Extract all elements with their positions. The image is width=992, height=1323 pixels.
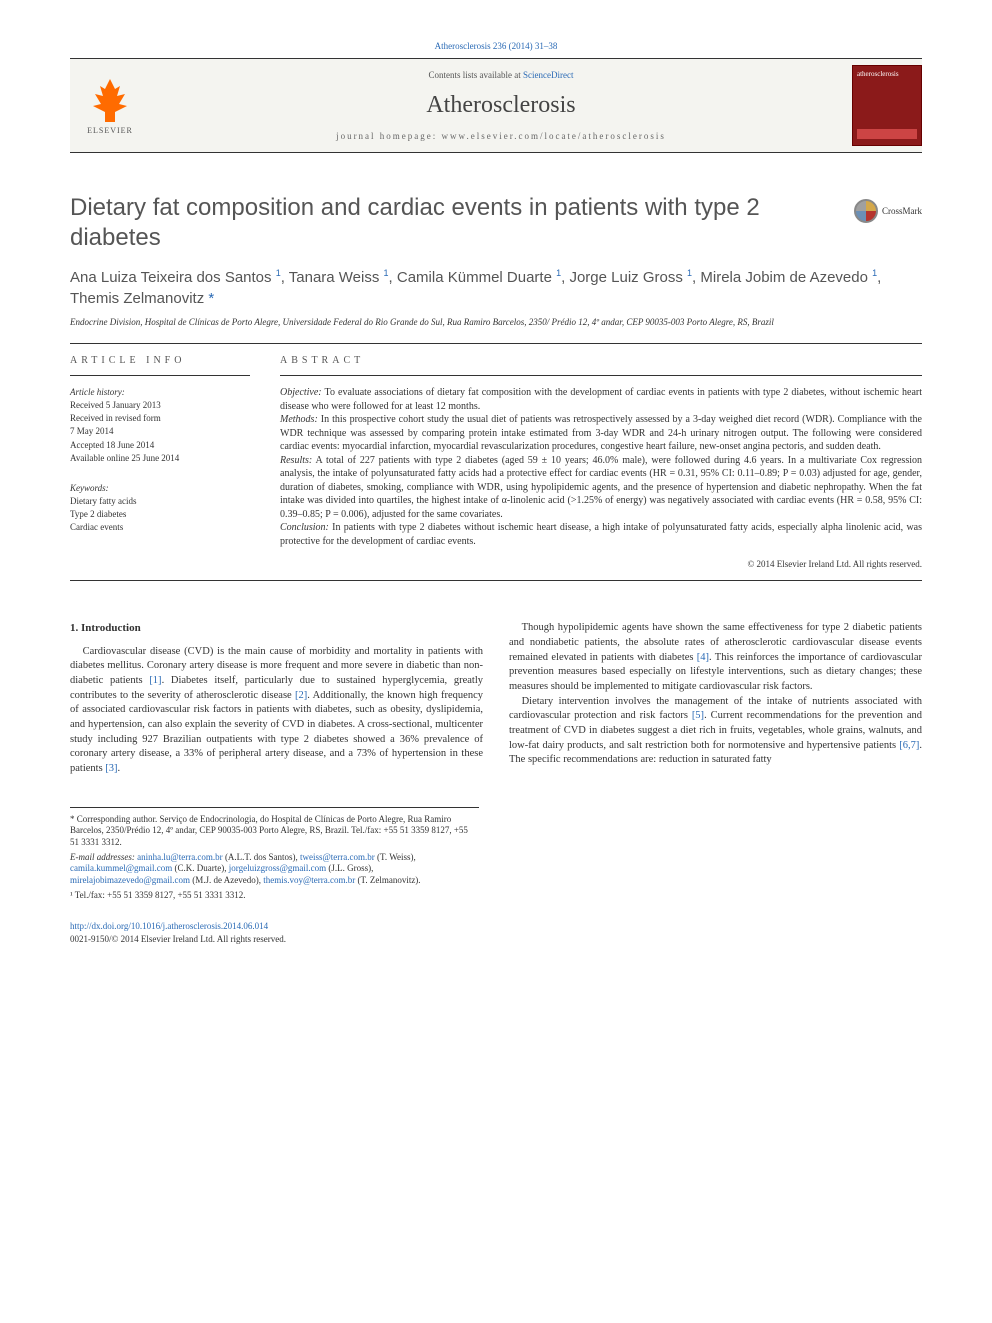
results-text: A total of 227 patients with type 2 diab… [280, 455, 922, 520]
cover-bar [857, 129, 917, 139]
intro-p1: Cardiovascular disease (CVD) is the main… [70, 645, 483, 777]
email-5[interactable]: mirelajobimazevedo@gmail.com [70, 875, 190, 885]
journal-masthead: ELSEVIER Contents lists available at Sci… [70, 59, 922, 153]
body-text: 1. Introduction Cardiovascular disease (… [70, 621, 922, 777]
email-2[interactable]: tweiss@terra.com.br [300, 852, 375, 862]
journal-homepage-line: journal homepage: www.elsevier.com/locat… [150, 130, 852, 142]
online-date: Available online 25 June 2014 [70, 452, 250, 464]
crossmark-icon [854, 199, 878, 223]
email-3[interactable]: camila.kummel@gmail.com [70, 863, 172, 873]
keywords-label: Keywords: [70, 482, 250, 494]
homepage-url[interactable]: www.elsevier.com/locate/atherosclerosis [442, 131, 666, 141]
keyword-3: Cardiac events [70, 521, 250, 533]
corresponding-author-note: * Corresponding author. Serviço de Endoc… [70, 814, 479, 849]
masthead-center: Contents lists available at ScienceDirec… [150, 65, 852, 146]
ref-4[interactable]: [4] [697, 652, 709, 663]
ref-2[interactable]: [2] [295, 690, 307, 701]
elsevier-wordmark: ELSEVIER [87, 126, 133, 137]
doi-link[interactable]: http://dx.doi.org/10.1016/j.atherosclero… [70, 921, 268, 931]
cover-title: atherosclerosis [853, 66, 921, 83]
results-label: Results: [280, 455, 312, 466]
journal-name: Atherosclerosis [150, 89, 852, 121]
contents-prefix: Contents lists available at [429, 70, 523, 80]
abstract-column: ABSTRACT Objective: To evaluate associat… [280, 344, 922, 571]
crossmark-badge[interactable]: CrossMark [854, 193, 922, 223]
crossmark-label: CrossMark [882, 205, 922, 217]
journal-cover-thumb: atherosclerosis [852, 65, 922, 146]
conclusion-text: In patients with type 2 diabetes without… [280, 522, 922, 547]
email-addresses: E-mail addresses: aninha.lu@terra.com.br… [70, 852, 479, 887]
revised-date: 7 May 2014 [70, 425, 250, 437]
intro-p3: Dietary intervention involves the manage… [509, 695, 922, 768]
revised-label: Received in revised form [70, 412, 250, 424]
methods-text: In this prospective cohort study the usu… [280, 414, 922, 452]
objective-label: Objective: [280, 387, 322, 398]
sciencedirect-link[interactable]: ScienceDirect [523, 70, 573, 80]
section-1-heading: 1. Introduction [70, 621, 483, 636]
issn-copyright: 0021-9150/© 2014 Elsevier Ireland Ltd. A… [70, 933, 922, 945]
ref-1[interactable]: [1] [149, 675, 161, 686]
ref-6-7[interactable]: [6,7] [899, 740, 919, 751]
ref-5[interactable]: [5] [692, 710, 704, 721]
keyword-2: Type 2 diabetes [70, 508, 250, 520]
abstract-heading: ABSTRACT [280, 344, 922, 377]
affiliation: Endocrine Division, Hospital de Clínicas… [70, 317, 922, 329]
ref-3[interactable]: [3] [105, 763, 117, 774]
bottom-block: http://dx.doi.org/10.1016/j.atherosclero… [70, 920, 922, 945]
intro-p2: Though hypolipidemic agents have shown t… [509, 621, 922, 694]
homepage-label: journal homepage: [336, 131, 441, 141]
conclusion-label: Conclusion: [280, 522, 329, 533]
abstract-text: Objective: To evaluate associations of d… [280, 386, 922, 548]
email-6[interactable]: themis.voy@terra.com.br [263, 875, 355, 885]
article-info-heading: ARTICLE INFO [70, 344, 250, 377]
contents-available-line: Contents lists available at ScienceDirec… [150, 69, 852, 81]
article-title: Dietary fat composition and cardiac even… [70, 193, 834, 253]
abstract-bottom-rule [70, 580, 922, 581]
author-list: Ana Luiza Teixeira dos Santos 1, Tanara … [70, 267, 922, 309]
history-label: Article history: [70, 386, 250, 398]
email-1[interactable]: aninha.lu@terra.com.br [137, 852, 223, 862]
elsevier-tree-icon [85, 74, 135, 124]
keyword-1: Dietary fatty acids [70, 495, 250, 507]
header-citation: Atherosclerosis 236 (2014) 31–38 [70, 40, 922, 52]
methods-label: Methods: [280, 414, 318, 425]
elsevier-logo[interactable]: ELSEVIER [70, 65, 150, 146]
footnotes: * Corresponding author. Serviço de Endoc… [70, 807, 479, 902]
accepted-date: Accepted 18 June 2014 [70, 439, 250, 451]
article-info-column: ARTICLE INFO Article history: Received 5… [70, 344, 250, 571]
footnote-1: ¹ Tel./fax: +55 51 3359 8127, +55 51 333… [70, 890, 479, 902]
abstract-copyright: © 2014 Elsevier Ireland Ltd. All rights … [280, 558, 922, 570]
email-4[interactable]: jorgeluizgross@gmail.com [229, 863, 326, 873]
objective-text: To evaluate associations of dietary fat … [280, 387, 922, 412]
received-date: Received 5 January 2013 [70, 399, 250, 411]
